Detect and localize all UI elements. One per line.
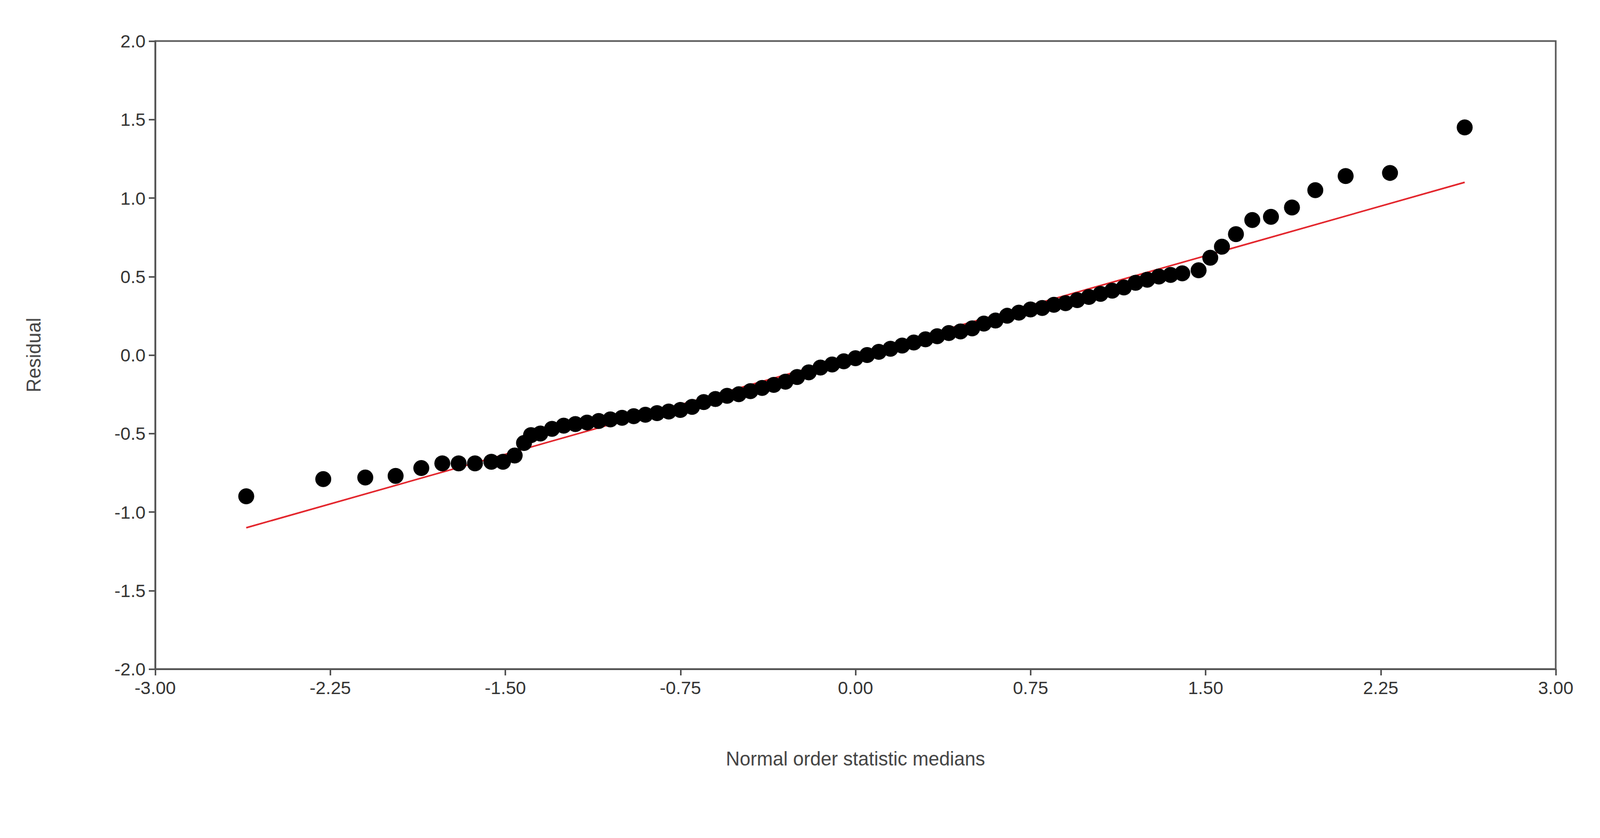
svg-text:-2.25: -2.25 [309, 677, 352, 699]
svg-text:0.75: 0.75 [1012, 677, 1048, 699]
svg-text:-3.00: -3.00 [134, 677, 176, 699]
svg-text:2.0: 2.0 [120, 30, 146, 52]
svg-text:-2.0: -2.0 [114, 659, 146, 680]
svg-text:0.00: 0.00 [837, 677, 874, 699]
svg-text:1.0: 1.0 [120, 188, 146, 209]
svg-text:-1.5: -1.5 [114, 580, 146, 602]
svg-text:-1.50: -1.50 [484, 677, 527, 699]
svg-text:-0.75: -0.75 [659, 677, 702, 699]
svg-text:3.00: 3.00 [1538, 677, 1574, 699]
svg-text:0.5: 0.5 [120, 266, 146, 287]
svg-text:1.50: 1.50 [1187, 677, 1223, 699]
svg-text:Normal order statistic medians: Normal order statistic medians [725, 748, 986, 771]
svg-text:-0.5: -0.5 [114, 423, 146, 444]
svg-text:Residual: Residual [22, 317, 45, 393]
svg-text:-1.0: -1.0 [114, 502, 146, 523]
svg-text:0.0: 0.0 [120, 345, 146, 366]
svg-text:1.5: 1.5 [120, 109, 146, 130]
svg-text:2.25: 2.25 [1363, 677, 1399, 699]
